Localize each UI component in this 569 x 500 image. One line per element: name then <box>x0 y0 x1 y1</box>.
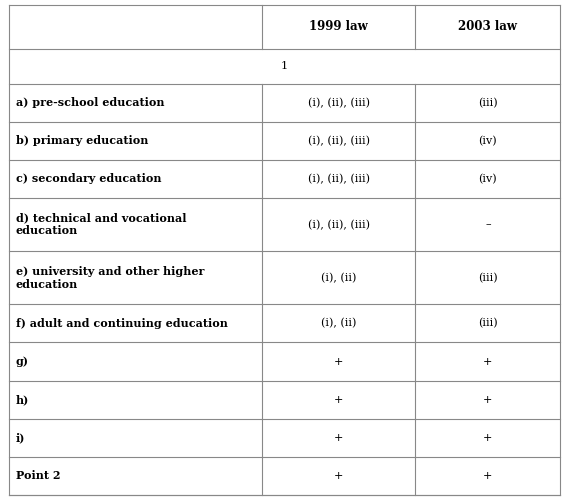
Text: +: + <box>334 394 343 404</box>
Text: c) secondary education: c) secondary education <box>15 174 161 184</box>
Text: (iii): (iii) <box>478 318 498 328</box>
Text: 2003 law: 2003 law <box>459 20 517 34</box>
Text: +: + <box>334 471 343 481</box>
Text: 1999 law: 1999 law <box>309 20 368 34</box>
Text: (i), (ii): (i), (ii) <box>321 272 356 283</box>
Text: h): h) <box>15 394 29 405</box>
Text: +: + <box>483 471 493 481</box>
Text: (i), (ii), (iii): (i), (ii), (iii) <box>308 136 369 146</box>
Text: +: + <box>334 356 343 366</box>
Text: f) adult and continuing education: f) adult and continuing education <box>15 318 228 329</box>
Text: (i), (ii), (iii): (i), (ii), (iii) <box>308 220 369 230</box>
Text: (i), (ii), (iii): (i), (ii), (iii) <box>308 174 369 184</box>
Text: (i), (ii): (i), (ii) <box>321 318 356 328</box>
Text: d) technical and vocational
education: d) technical and vocational education <box>15 212 186 236</box>
Text: +: + <box>483 433 493 443</box>
Text: (iii): (iii) <box>478 98 498 108</box>
Text: a) pre-school education: a) pre-school education <box>15 97 164 108</box>
Text: Point 2: Point 2 <box>15 470 60 482</box>
Text: b) primary education: b) primary education <box>15 136 148 146</box>
Text: (iv): (iv) <box>479 136 497 146</box>
Text: (iv): (iv) <box>479 174 497 184</box>
Text: 1: 1 <box>281 61 288 71</box>
Text: e) university and other higher
education: e) university and other higher education <box>15 266 204 289</box>
Text: –: – <box>485 220 490 230</box>
Text: +: + <box>334 433 343 443</box>
Text: i): i) <box>15 432 25 444</box>
Text: g): g) <box>15 356 28 367</box>
Text: (i), (ii), (iii): (i), (ii), (iii) <box>308 98 369 108</box>
Text: +: + <box>483 356 493 366</box>
Text: (iii): (iii) <box>478 272 498 283</box>
Text: +: + <box>483 394 493 404</box>
